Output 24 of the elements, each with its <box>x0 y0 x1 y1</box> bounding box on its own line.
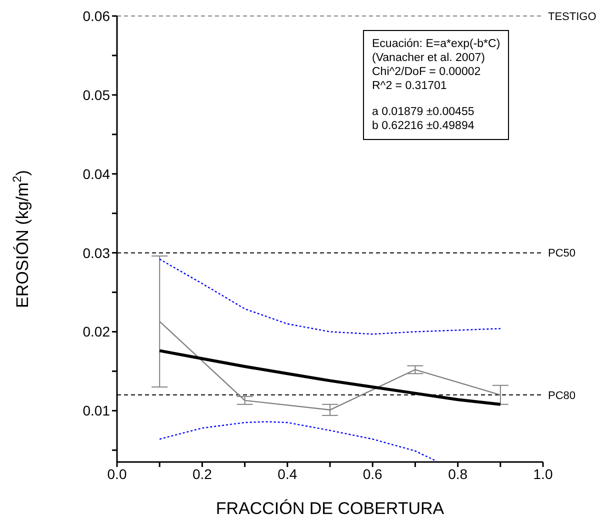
y-tick-label: 0.01 <box>82 402 110 419</box>
x-tick-label: 0.4 <box>278 466 298 482</box>
annotation: R^2 = 0.31701 <box>372 79 448 93</box>
x-tick-label: 1.0 <box>533 466 553 482</box>
ref-line-label: PC50 <box>548 248 576 260</box>
line-series <box>159 421 438 462</box>
x-tick-label: 0.0 <box>107 466 127 482</box>
y-tick-label: 0.02 <box>82 324 110 340</box>
x-tick-label: 0.6 <box>362 466 383 482</box>
x-tick-label: 0.2 <box>192 466 212 482</box>
annotation: b 0.62216 ±0.49894 <box>372 119 476 133</box>
x-tick-label: 0.8 <box>448 466 468 482</box>
x-axis-title: FRACCIÓN DE COBERTURA <box>216 499 445 518</box>
y-tick-label: 0.06 <box>82 8 110 24</box>
annotation: (Vanacher et al. 2007) <box>372 51 486 65</box>
ref-line-label: PC80 <box>548 390 576 402</box>
ref-line-label: TESTIGO <box>548 10 597 23</box>
annotation: Chi^2/DoF = 0.00002 <box>372 65 482 79</box>
y-tick-label: 0.04 <box>82 166 110 182</box>
y-tick-label: 0.05 <box>82 86 110 103</box>
line-series <box>159 258 501 335</box>
annotation: Ecuación: E=a*exp(-b*C) <box>372 37 500 51</box>
y-tick-label: 0.03 <box>82 244 110 261</box>
annotation: a 0.01879 ±0.00455 <box>372 105 476 119</box>
